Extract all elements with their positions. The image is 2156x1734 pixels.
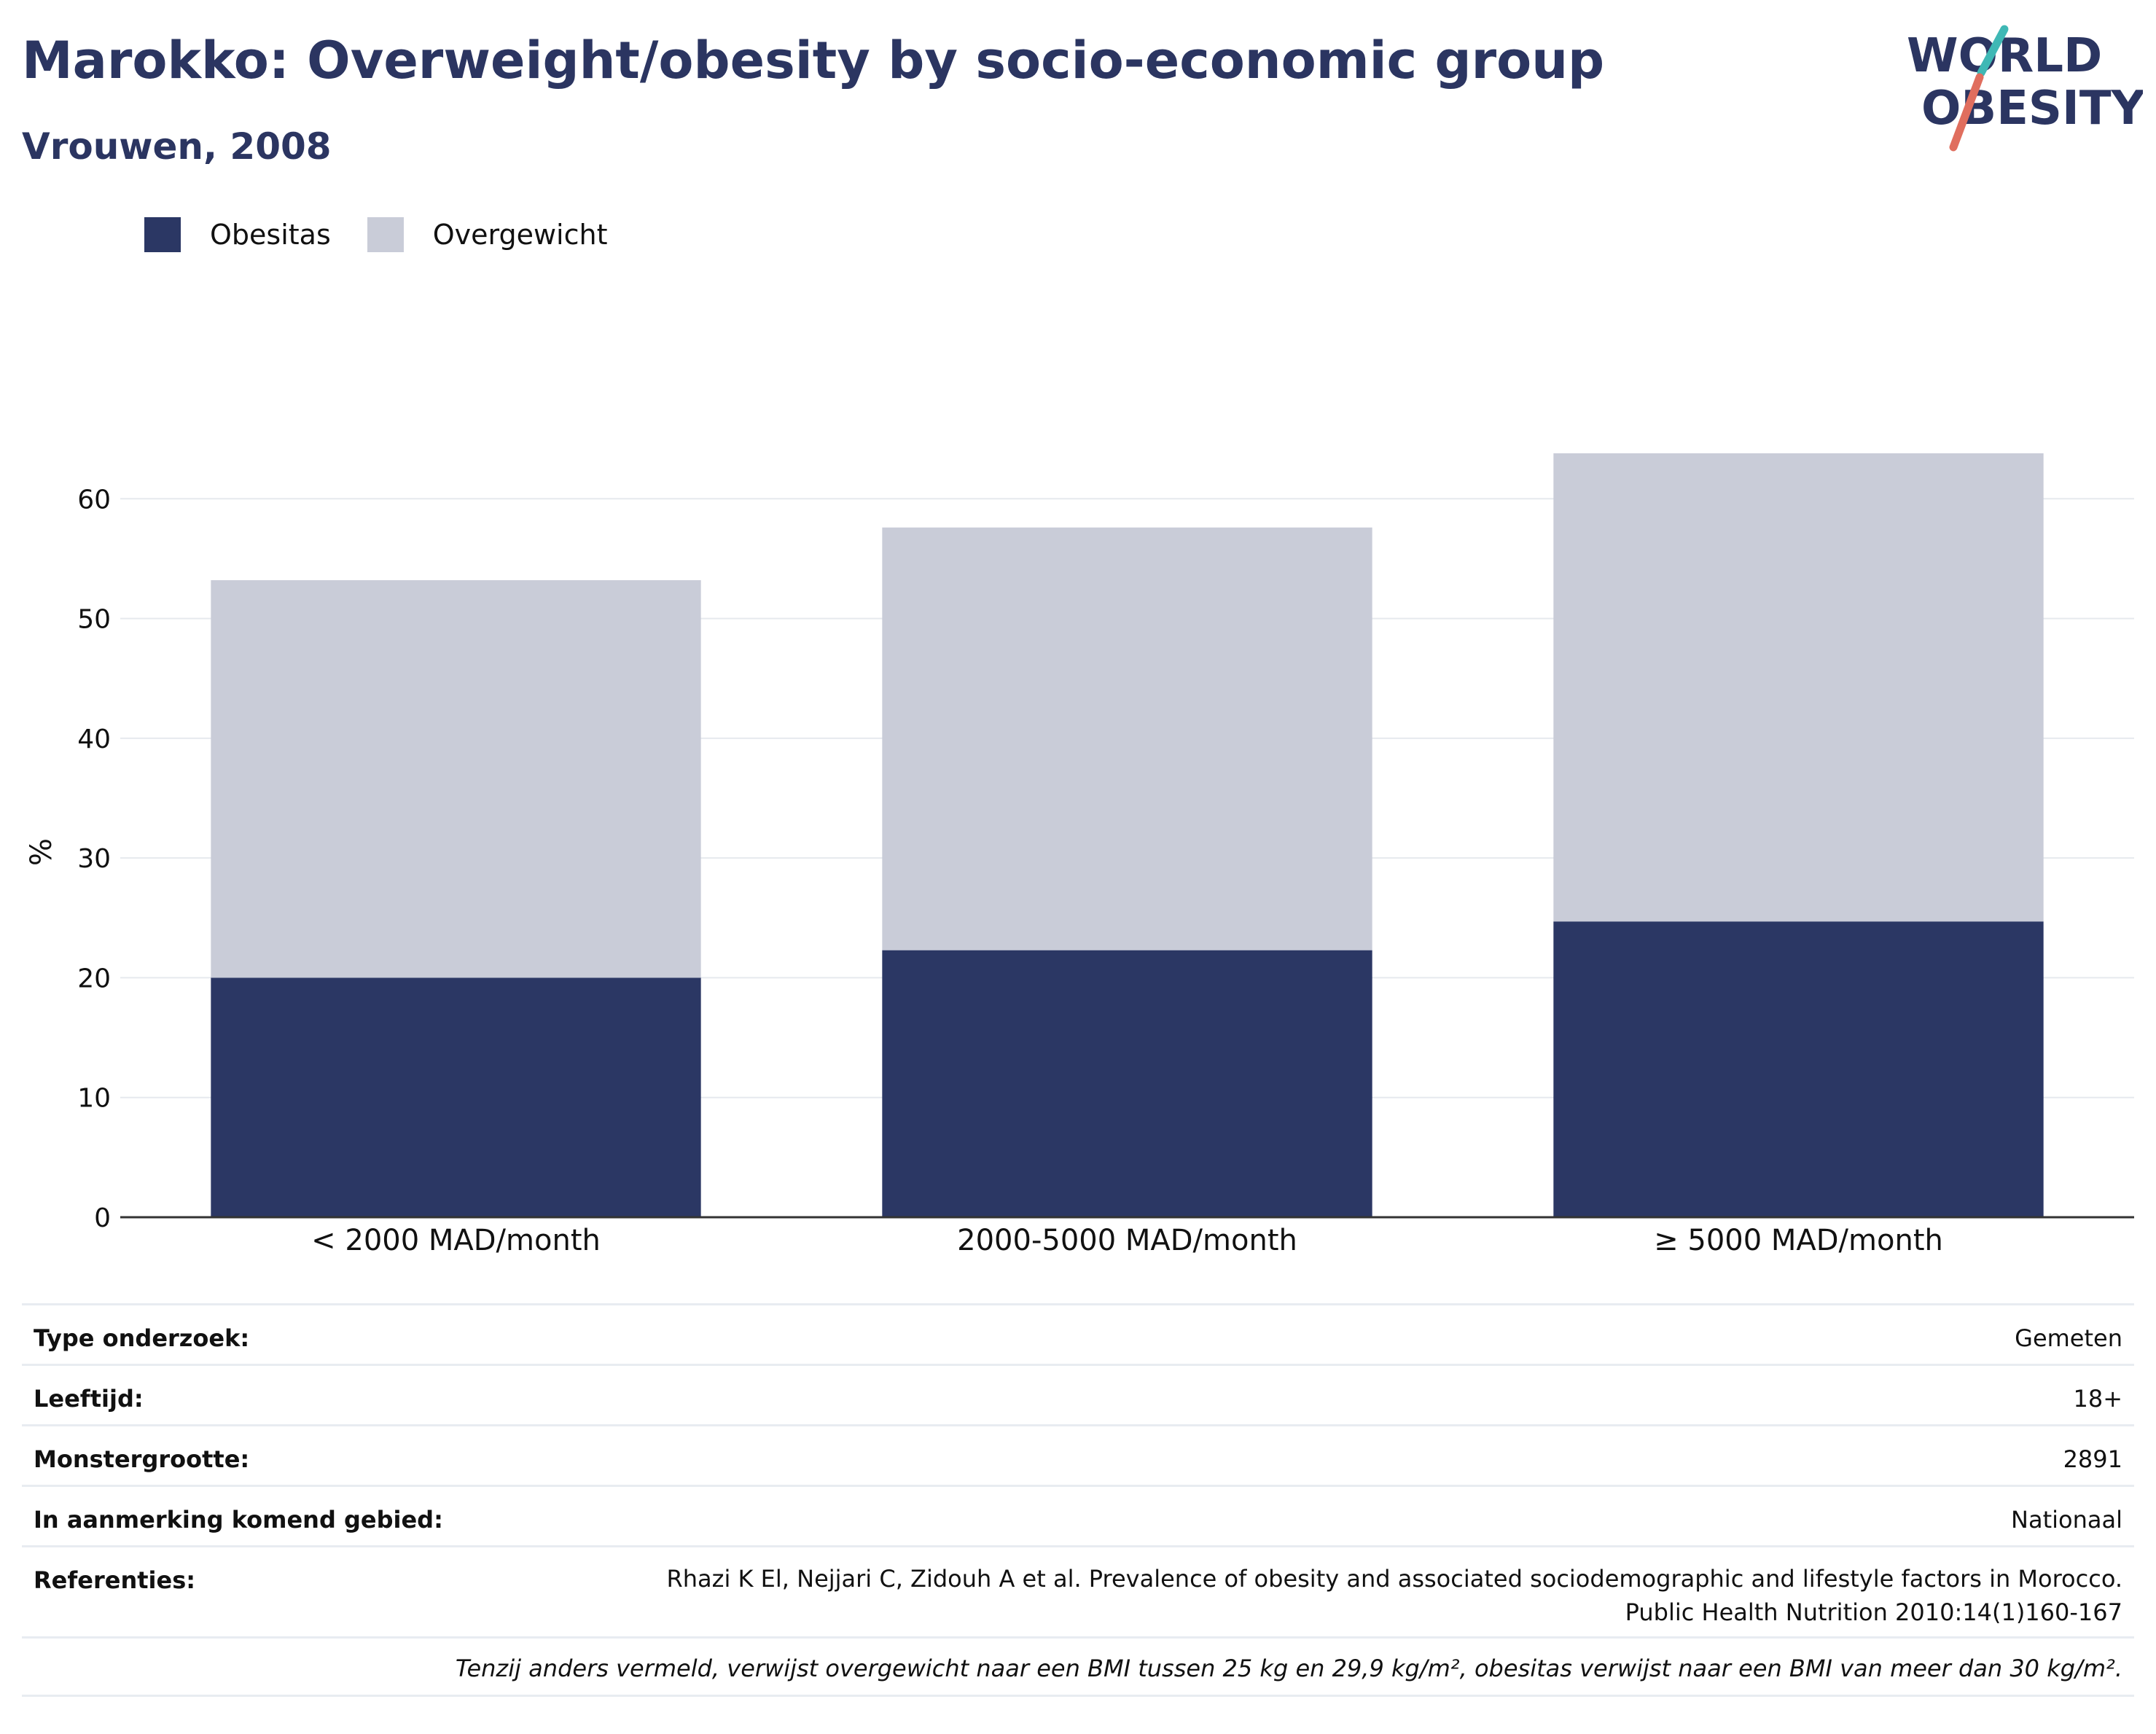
chart-legend: Obesitas Overgewicht <box>144 217 644 252</box>
chart-subtitle: Vrouwen, 2008 <box>22 125 332 168</box>
logo-slash-coral <box>1949 73 1984 152</box>
info-value-type: Gemeten <box>2015 1324 2122 1352</box>
y-tick-label: 60 <box>77 485 111 515</box>
bmi-definition-note: Tenzij anders vermeld, verwijst overgewi… <box>22 1636 2134 1697</box>
info-row-sample-size: Monstergrootte: 2891 <box>22 1424 2134 1485</box>
legend-item-obesitas[interactable]: Obesitas <box>144 217 331 252</box>
y-tick-label: 50 <box>77 605 111 635</box>
legend-swatch-obesitas <box>144 217 181 252</box>
bar-overgewicht <box>882 527 1372 950</box>
info-label-age: Leeftijd: <box>34 1385 144 1413</box>
logo-line-2: OBESITY <box>1921 82 2143 136</box>
info-row-age: Leeftijd: 18+ <box>22 1364 2134 1424</box>
bar-obesitas <box>1553 921 2044 1217</box>
x-tick-label: 2000-5000 MAD/month <box>957 1224 1297 1257</box>
world-obesity-logo: WORLD OBESITY <box>1907 25 2143 152</box>
bar-overgewicht <box>211 580 701 978</box>
info-label-references: Referenties: <box>34 1566 196 1594</box>
info-row-area: In aanmerking komend gebied: Nationaal <box>22 1485 2134 1545</box>
x-tick-label: ≥ 5000 MAD/month <box>1654 1224 1943 1257</box>
bar-obesitas <box>882 950 1372 1217</box>
legend-swatch-overgewicht <box>367 217 404 252</box>
info-value-sample-size: 2891 <box>2063 1445 2122 1473</box>
stacked-bar-chart: 0 10 20 30 40 50 60% < 2000 MAD/month 2000-5000 … <box>25 453 2134 1257</box>
info-value-references: Rhazi K El, Nejjari C, Zidouh A et al. P… <box>666 1565 2122 1626</box>
bar-overgewicht <box>1553 453 2044 922</box>
y-tick-label: 20 <box>77 964 111 993</box>
y-tick-label: 0 <box>94 1203 111 1233</box>
legend-item-overgewicht[interactable]: Overgewicht <box>367 217 608 252</box>
info-label-area: In aanmerking komend gebied: <box>34 1506 443 1534</box>
info-value-area: Nationaal <box>2011 1506 2122 1534</box>
info-label-sample-size: Monstergrootte: <box>34 1445 250 1473</box>
logo-slash-teal <box>1977 25 2009 77</box>
info-row-references: Referenties: Rhazi K El, Nejjari C, Zido… <box>22 1545 2134 1636</box>
x-tick-label: < 2000 MAD/month <box>311 1224 601 1257</box>
legend-label-obesitas: Obesitas <box>210 219 331 251</box>
logo-line-1: WORLD <box>1907 29 2102 83</box>
study-info-table: Type onderzoek: Gemeten Leeftijd: 18+ Mo… <box>22 1303 2134 1697</box>
bar-obesitas <box>211 977 701 1217</box>
y-axis-title: % <box>25 838 58 866</box>
y-tick-label: 30 <box>77 844 111 874</box>
info-value-age: 18+ <box>2073 1385 2122 1413</box>
y-tick-label: 10 <box>77 1084 111 1114</box>
y-tick-label: 40 <box>77 725 111 754</box>
info-label-type: Type onderzoek: <box>34 1324 250 1352</box>
legend-label-overgewicht: Overgewicht <box>432 219 608 251</box>
info-row-type: Type onderzoek: Gemeten <box>22 1303 2134 1364</box>
chart-title: Marokko: Overweight/obesity by socio-eco… <box>22 31 1605 90</box>
